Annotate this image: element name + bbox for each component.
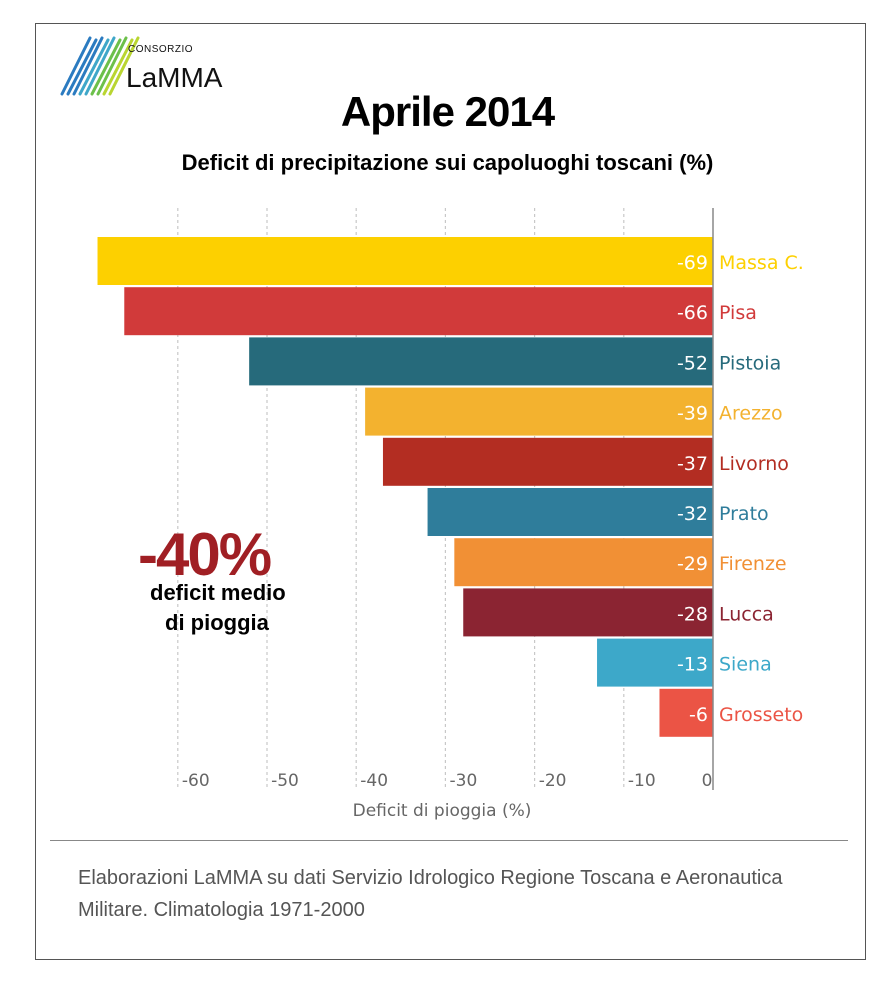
logo-stripe bbox=[72, 36, 104, 96]
x-tick-label: -40 bbox=[360, 771, 388, 791]
bar bbox=[382, 437, 713, 486]
logo-stripe bbox=[60, 36, 92, 96]
logo-stripe bbox=[108, 36, 140, 96]
logo-big-text: LaMMA bbox=[126, 62, 223, 93]
category-label: Firenze bbox=[719, 553, 787, 575]
x-tick-label: -10 bbox=[628, 771, 656, 791]
footer-divider bbox=[50, 840, 848, 841]
bar bbox=[427, 488, 713, 536]
bar bbox=[97, 237, 713, 285]
logo-stripe bbox=[66, 38, 98, 96]
bar bbox=[454, 538, 713, 587]
bar bbox=[463, 588, 713, 637]
x-tick-label: 0 bbox=[702, 771, 713, 791]
bar bbox=[124, 287, 713, 336]
average-deficit-label-line2: di pioggia bbox=[165, 610, 269, 635]
bar-value-label: -6 bbox=[689, 704, 708, 726]
x-axis-label: Deficit di pioggia (%) bbox=[353, 801, 532, 821]
x-tick-label: -30 bbox=[450, 771, 478, 791]
bar bbox=[597, 638, 713, 687]
source-note: Elaborazioni LaMMA su dati Servizio Idro… bbox=[78, 867, 783, 921]
bar-value-label: -66 bbox=[677, 302, 708, 324]
bar-value-label: -28 bbox=[677, 603, 708, 625]
bar bbox=[365, 387, 713, 436]
category-label: Siena bbox=[719, 654, 772, 676]
category-label: Livorno bbox=[719, 453, 789, 475]
chart-subtitle: Deficit di precipitazione sui capoluoghi… bbox=[181, 150, 714, 175]
bar-value-label: -13 bbox=[677, 654, 708, 676]
bar bbox=[659, 688, 713, 737]
logo-stripe bbox=[90, 38, 122, 96]
bar-value-label: -52 bbox=[677, 352, 708, 374]
bar-value-label: -37 bbox=[677, 453, 708, 475]
logo-stripe bbox=[78, 38, 110, 96]
bar-value-label: -69 bbox=[677, 252, 708, 274]
bar-value-label: -32 bbox=[677, 503, 708, 525]
x-tick-label: -50 bbox=[271, 771, 299, 791]
average-deficit-label-line1: deficit medio bbox=[150, 580, 286, 605]
chart-title: Aprile 2014 bbox=[340, 88, 555, 135]
bar-value-label: -29 bbox=[677, 553, 708, 575]
lamma-logo-icon bbox=[60, 36, 140, 96]
x-tick-label: -20 bbox=[539, 771, 567, 791]
category-label: Lucca bbox=[719, 603, 774, 625]
category-label: Pistoia bbox=[719, 352, 781, 374]
logo-stripe bbox=[102, 38, 134, 96]
x-tick-label: -60 bbox=[182, 771, 210, 791]
category-label: Massa C. bbox=[719, 252, 804, 274]
logo-small-text: CONSORZIO bbox=[128, 44, 194, 55]
logo-stripe bbox=[96, 36, 128, 96]
average-deficit-value: -40% bbox=[138, 521, 272, 588]
category-label: Arezzo bbox=[719, 403, 783, 425]
category-label: Grosseto bbox=[719, 704, 803, 726]
category-label: Pisa bbox=[719, 302, 757, 324]
bar-value-label: -39 bbox=[677, 403, 708, 425]
logo-stripe bbox=[84, 36, 116, 96]
bar bbox=[249, 337, 713, 386]
category-label: Prato bbox=[719, 503, 769, 525]
